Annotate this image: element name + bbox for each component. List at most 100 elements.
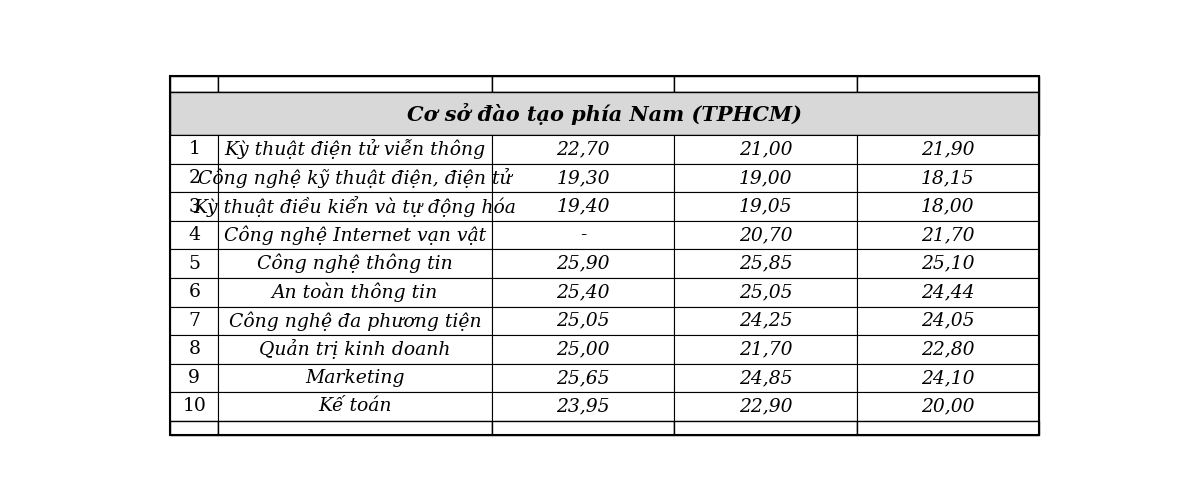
Text: 19,00: 19,00 [739,169,792,187]
Text: 4: 4 [189,226,201,244]
Text: 19,40: 19,40 [556,197,610,216]
Text: 3: 3 [189,197,201,216]
Bar [218,392,492,421]
Bar [674,421,857,435]
Text: 24,44: 24,44 [922,283,975,301]
Bar [674,192,857,221]
Bar [492,364,674,392]
Bar [492,392,674,421]
Bar [857,221,1040,249]
Bar [492,249,674,278]
Text: An toàn thông tin: An toàn thông tin [271,282,438,302]
Text: 25,05: 25,05 [556,312,610,330]
Bar [674,392,857,421]
Bar [218,135,492,164]
Bar [674,278,857,306]
Text: 21,90: 21,90 [922,140,975,159]
Bar [857,135,1040,164]
Text: 20,70: 20,70 [739,226,792,244]
Text: 19,30: 19,30 [556,169,610,187]
Bar [170,92,1040,135]
Bar [492,278,674,306]
Bar [170,278,218,306]
Text: Công nghệ kỹ thuật điện, điện tử: Công nghệ kỹ thuật điện, điện tử [198,168,512,188]
Text: Marketing: Marketing [306,369,405,387]
Bar [492,192,674,221]
Text: -: - [579,226,586,244]
Bar [674,135,857,164]
Bar [170,164,218,192]
Text: Công nghệ thông tin: Công nghệ thông tin [257,254,453,273]
Text: 18,15: 18,15 [922,169,975,187]
Bar [492,221,674,249]
Bar [674,164,857,192]
Text: 21,00: 21,00 [739,140,792,159]
Bar [170,76,218,92]
Text: 24,85: 24,85 [739,369,792,387]
Bar [857,392,1040,421]
Bar [674,249,857,278]
Bar [857,278,1040,306]
Text: 22,70: 22,70 [556,140,610,159]
Text: 18,00: 18,00 [922,197,975,216]
Bar [170,364,218,392]
Text: Kế toán: Kế toán [319,397,392,415]
Bar [492,164,674,192]
Text: 25,90: 25,90 [556,255,610,273]
Bar [218,278,492,306]
Bar [218,335,492,364]
Bar [857,421,1040,435]
Bar [492,306,674,335]
Text: 25,00: 25,00 [556,340,610,358]
Bar [218,249,492,278]
Bar [218,306,492,335]
Text: Cơ sở đào tạo phía Nam (TPHCM): Cơ sở đào tạo phía Nam (TPHCM) [407,103,802,125]
Text: 24,25: 24,25 [739,312,792,330]
Text: 10: 10 [183,397,206,415]
Bar [170,306,218,335]
Bar [492,335,674,364]
Text: 22,90: 22,90 [739,397,792,415]
Bar [857,192,1040,221]
Text: 25,10: 25,10 [922,255,975,273]
Bar [170,135,218,164]
Text: 9: 9 [189,369,201,387]
Bar [857,306,1040,335]
Text: 25,40: 25,40 [556,283,610,301]
Text: Công nghệ đa phương tiện: Công nghệ đa phương tiện [229,311,481,330]
Bar [170,221,218,249]
Text: 1: 1 [189,140,201,159]
Bar [674,221,857,249]
Bar [170,392,218,421]
Text: 8: 8 [189,340,201,358]
Text: 6: 6 [189,283,201,301]
Text: 21,70: 21,70 [922,226,975,244]
Text: Kỳ thuật điều kiển và tự động hóa: Kỳ thuật điều kiển và tự động hóa [194,196,517,217]
Text: 2: 2 [189,169,201,187]
Bar [857,364,1040,392]
Bar [857,335,1040,364]
Text: 25,65: 25,65 [556,369,610,387]
Text: 25,05: 25,05 [739,283,792,301]
Bar [492,76,674,92]
Bar [170,421,218,435]
Bar [170,192,218,221]
Text: 7: 7 [189,312,201,330]
Bar [492,135,674,164]
Bar [674,76,857,92]
Bar [857,76,1040,92]
Text: Công nghệ Internet vạn vật: Công nghệ Internet vạn vật [224,225,486,245]
Bar [218,221,492,249]
Text: 21,70: 21,70 [739,340,792,358]
Bar [218,164,492,192]
Text: Kỳ thuật điện tử viễn thông: Kỳ thuật điện tử viễn thông [224,139,485,160]
Text: 25,85: 25,85 [739,255,792,273]
Bar [492,421,674,435]
Text: Quản trị kinh doanh: Quản trị kinh doanh [260,339,451,359]
Text: 24,05: 24,05 [922,312,975,330]
Bar [218,192,492,221]
Text: 5: 5 [189,255,201,273]
Bar [674,364,857,392]
Bar [218,364,492,392]
Bar [218,421,492,435]
